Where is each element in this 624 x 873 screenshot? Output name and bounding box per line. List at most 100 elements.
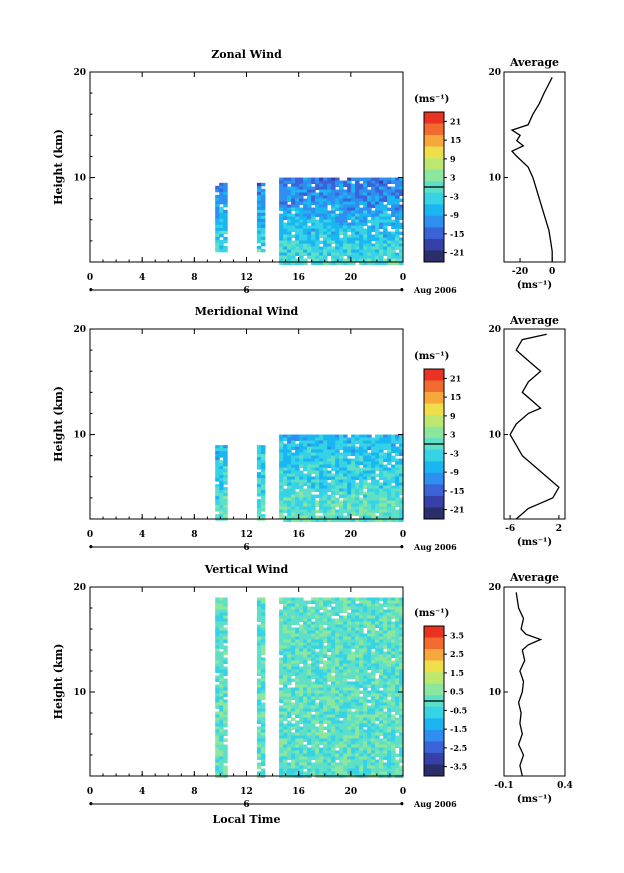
heatmap-cell-2-2: [375, 681, 380, 685]
heatmap-cell-2-2: [387, 708, 392, 712]
heatmap-cell-2-1: [260, 747, 266, 751]
heatmap-cell-2-2: [339, 615, 344, 619]
day-bar-start: •: [88, 800, 94, 810]
heatmap-cell-0-2: [295, 237, 300, 242]
heatmap-cell-2-2: [343, 729, 348, 733]
heatmap-cell-2-2: [331, 711, 336, 715]
heatmap-cell-2-2: [351, 657, 356, 661]
heatmap-cell-2-2: [343, 615, 348, 619]
heatmap-cell-2-2: [347, 648, 352, 652]
heatmap-cell-2-2: [295, 687, 300, 691]
heatmap-cell-0-0: [223, 209, 228, 214]
heatmap-cell-2-2: [347, 729, 352, 733]
heatmap-cell-1-2: [279, 446, 284, 451]
heatmap-cell-2-2: [335, 624, 340, 628]
heatmap-cell-2-0: [223, 714, 228, 718]
heatmap-cell-2-1: [256, 657, 262, 661]
heatmap-cell-2-2: [343, 711, 348, 715]
heatmap-cell-1-2: [355, 494, 360, 499]
heatmap-cell-1-2: [391, 449, 396, 454]
heatmap-cell-2-2: [319, 600, 324, 604]
heatmap-cell-0-2: [283, 207, 288, 212]
heatmap-cell-0-2: [383, 234, 388, 239]
heatmap-cell-2-2: [359, 663, 364, 667]
heatmap-cell-2-2: [307, 636, 312, 640]
heatmap-cell-2-2: [327, 660, 332, 664]
heatmap-cell-2-2: [283, 762, 288, 766]
heatmap-cell-0-2: [303, 186, 308, 191]
heatmap-cell-0-2: [331, 189, 336, 194]
heatmap-cell-1-2: [347, 506, 352, 511]
heatmap-cell-2-2: [295, 702, 300, 706]
heatmap-cell-0-2: [347, 210, 352, 215]
heatmap-cell-1-2: [295, 500, 300, 505]
heatmap-cell-2-2: [379, 612, 384, 616]
colorbar-tick-label: -9: [450, 210, 459, 220]
heatmap-cell-0-2: [335, 255, 340, 260]
heatmap-cell-2-2: [379, 681, 384, 685]
heatmap-cell-2-2: [399, 633, 404, 637]
heatmap-cell-2-2: [367, 747, 372, 751]
heatmap-cell-1-2: [391, 443, 396, 448]
heatmap-cell-1-2: [283, 500, 288, 505]
heatmap-cell-1-2: [299, 440, 304, 445]
heatmap-cell-0-2: [367, 255, 372, 260]
heatmap-cell-2-2: [295, 666, 300, 670]
heatmap-cell-1-2: [395, 467, 400, 472]
heatmap-cell-1-2: [299, 515, 304, 520]
heatmap-cell-1-2: [391, 473, 396, 478]
heatmap-cell-2-2: [355, 678, 360, 682]
heatmap-cell-0-2: [299, 180, 304, 185]
heatmap-cell-1-2: [371, 467, 376, 472]
heatmap-cell-1-0: [215, 505, 220, 509]
heatmap-cell-2-2: [367, 657, 372, 661]
heatmap-cell-2-2: [363, 606, 368, 610]
heatmap-cell-1-0: [219, 484, 224, 488]
heatmap-cell-2-2: [387, 624, 392, 628]
heatmap-cell-0-2: [303, 240, 308, 245]
heatmap-cell-0-2: [303, 198, 308, 203]
heatmap-cell-0-2: [291, 240, 296, 245]
heatmap-cell-0-2: [299, 240, 304, 245]
heatmap-cell-2-2: [279, 624, 284, 628]
heatmap-cell-2-1: [256, 765, 262, 769]
heatmap-cell-0-2: [355, 177, 360, 182]
heatmap-cell-2-1: [260, 666, 266, 670]
heatmap-cell-2-2: [299, 633, 304, 637]
heatmap-cell-0-2: [315, 252, 320, 257]
heatmap-cell-0-2: [399, 252, 404, 257]
heatmap-cell-2-2: [399, 771, 404, 775]
heatmap-cell-2-2: [399, 645, 404, 649]
heatmap-cell-2-2: [367, 681, 372, 685]
heatmap-cell-2-2: [359, 771, 364, 775]
heatmap-cell-1-2: [327, 446, 332, 451]
heatmap-cell-0-2: [383, 192, 388, 197]
heatmap-cell-2-2: [291, 636, 296, 640]
heatmap-cell-2-2: [299, 672, 304, 676]
heatmap-cell-0-2: [339, 198, 344, 203]
heatmap-cell-2-2: [343, 747, 348, 751]
heatmap-cell-0-2: [375, 225, 380, 230]
heatmap-cell-2-0: [219, 738, 224, 742]
heatmap-cell-2-2: [303, 765, 308, 769]
heatmap-cell-1-2: [351, 479, 356, 484]
heatmap-cell-1-2: [363, 452, 368, 457]
heatmap-cell-2-2: [387, 756, 392, 760]
heatmap-cell-2-2: [327, 636, 332, 640]
heatmap-cell-1-2: [279, 434, 284, 439]
heatmap-cell-2-2: [283, 681, 288, 685]
heatmap-cell-0-2: [379, 240, 384, 245]
heatmap-cell-2-2: [347, 702, 352, 706]
heatmap-cell-1-2: [279, 470, 284, 475]
heatmap-cell-0-2: [355, 234, 360, 239]
heatmap-cell-0-2: [327, 228, 332, 233]
x-tick-label: 16: [292, 530, 305, 540]
heatmap-cell-1-2: [279, 485, 284, 490]
heatmap-cell-1-0: [223, 451, 228, 455]
heatmap-cell-1-2: [327, 449, 332, 454]
heatmap-cell-0-2: [311, 201, 316, 206]
heatmap-cell-1-2: [379, 503, 384, 508]
heatmap-cell-2-2: [395, 765, 400, 769]
heatmap-cell-0-2: [371, 219, 376, 224]
heatmap-cell-2-2: [391, 699, 396, 703]
